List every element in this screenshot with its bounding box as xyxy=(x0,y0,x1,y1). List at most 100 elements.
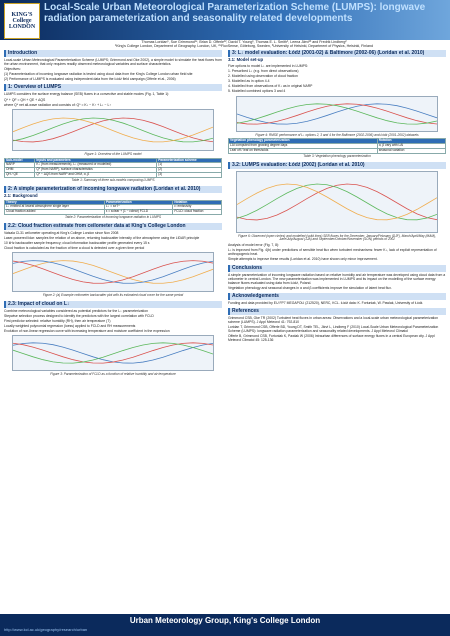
paragraph: LUMPS considers the surface energy balan… xyxy=(4,92,170,97)
figure-line xyxy=(12,342,213,364)
footer-name: Urban Meteorology Group, King's College … xyxy=(129,616,321,625)
figure-line xyxy=(236,102,437,125)
figure-line xyxy=(12,342,213,364)
table-caption: Table 1: Summary of three sub-models com… xyxy=(71,177,155,182)
section-heading: References xyxy=(228,307,446,315)
footer: Urban Meteorology Group, King's College … xyxy=(0,614,450,636)
paragraph: 3. Modelled as in option 4.4 xyxy=(228,79,270,84)
authors: Thomas Loridan¹, Sue Grimmond¹*, Brian D… xyxy=(44,40,444,48)
table-row: Sub-model Inputs and parameters Parameteri… xyxy=(4,157,222,164)
figure-line xyxy=(236,102,437,125)
paragraph: (2) Performance of LUMPS is evaluated us… xyxy=(4,77,176,82)
figure-line xyxy=(236,102,437,125)
section-heading: 3: L↓ model evaluation: Łódź (2001-02) &… xyxy=(228,50,446,57)
subheading: 3.1: Model set-up xyxy=(228,57,264,62)
figure-graphic xyxy=(12,117,213,143)
table-cell: Cloud fraction added xyxy=(4,209,105,215)
table-row: Cloud fraction added ε = εclear + (1 − εc… xyxy=(4,209,222,215)
section-heading: 2.2: Cloud fraction estimate from ceilom… xyxy=(4,222,222,230)
section-heading: 2: A simple parameterization of incoming… xyxy=(4,185,222,193)
paragraph: 1. Prescribed L↓ (e.g. from direct obser… xyxy=(228,69,299,74)
table-cell: seasonal variation xyxy=(376,147,446,154)
figure-caption: Figure 3: Parameterization of FCLD as a … xyxy=(50,372,176,377)
paragraph: Analysis of model error (Fig. 7, 8): xyxy=(228,243,280,248)
figure-line xyxy=(236,183,437,220)
paragraph: L↓ is improved from Fig. 4(b) under pred… xyxy=(228,248,437,257)
logo: KING'S College LONDON xyxy=(4,3,40,39)
figure-line xyxy=(12,117,213,143)
figure xyxy=(11,108,215,151)
figure-line xyxy=(12,260,213,284)
section: Conclusions A simple parameterization of … xyxy=(228,264,446,290)
section-heading: Introduction xyxy=(4,50,222,57)
figure xyxy=(235,95,439,132)
paragraph: Funding and data provided by EU FP7 MEGA… xyxy=(228,300,424,305)
paragraph: Vegetation phenology and seasonal change… xyxy=(228,285,392,290)
paragraph: A simple parameterization of incoming lo… xyxy=(228,272,446,285)
section: 2.3: Impact of cloud on L↓ Combine meteor… xyxy=(4,300,222,377)
paragraph: Evolution of non-linear regression curve… xyxy=(4,329,170,334)
figure-line xyxy=(12,260,213,284)
table-cell: QH / QE xyxy=(4,171,36,178)
table-row: Leaf off / leaf on thresholds seasonal va… xyxy=(228,147,446,154)
section: 3.2: LUMPS evaluation: Łódź (2002) (Lori… xyxy=(228,161,446,262)
paragraph: where Q* net all-wave radiation and cons… xyxy=(4,102,112,107)
figure xyxy=(11,335,215,372)
figure-line xyxy=(12,117,213,143)
figure-line xyxy=(236,183,437,220)
section-heading: Conclusions xyxy=(228,264,446,272)
table-cell: FCLD: cloud fraction xyxy=(172,209,222,215)
author-list: Thomas Loridan¹, Sue Grimmond¹*, Brian D… xyxy=(141,40,347,44)
paragraph: Local-scale Urban Meteorological Paramet… xyxy=(4,58,222,67)
affiliations: ¹King's College London, Department of Ge… xyxy=(115,44,373,49)
table: Theory Parameterization Notation L↓ emitted… xyxy=(4,199,222,215)
left-column: Introduction Local-scale Urban Meteorolog… xyxy=(4,50,222,610)
table-caption: Table 2: Parameterization of incoming lo… xyxy=(64,214,162,219)
footer-url: http://www.kcl.ac.uk/geography/research/… xyxy=(4,627,88,632)
paragraph: First predictor selected: relative humid… xyxy=(4,319,111,324)
section: 2: A simple parameterization of incoming… xyxy=(4,185,222,220)
table-cell: Q* − ΔQS from NARP and OHM, α, β xyxy=(34,171,158,178)
paragraph: Vaisala CL31 ceilometer operating at Kin… xyxy=(4,230,119,235)
paragraph: Cloud fraction is calculated as the frac… xyxy=(4,246,145,250)
figure-caption: Figure 2: (a) Example ceilometer backsca… xyxy=(42,293,184,298)
section: Introduction Local-scale Urban Meteorolog… xyxy=(4,50,222,81)
table-row: QH / QE Q* − ΔQS from NARP and OHM, α, β(… xyxy=(4,171,222,178)
paragraph: Simple attempts to improve these results… xyxy=(228,257,378,262)
section-heading: 1: Overview of LUMPS xyxy=(4,84,222,92)
table-cell: Leaf off / leaf on thresholds xyxy=(228,147,378,154)
paragraph: Laser-powered lidar: samples the relatio… xyxy=(4,235,200,240)
figure xyxy=(11,252,215,293)
table: Sub-model Inputs and parameters Parameteri… xyxy=(4,157,222,178)
table-cell: (3) xyxy=(156,171,222,178)
section-heading: 2.3: Impact of cloud on L↓ xyxy=(4,300,222,308)
figure xyxy=(235,170,439,233)
section-heading: Acknowledgements xyxy=(228,292,446,300)
right-column: 3: L↓ model evaluation: Łódź (2001-02) &… xyxy=(228,50,446,610)
section: References Grimmond CSB, Oke TR (2002) Tu… xyxy=(228,307,446,343)
paragraph: 2. Modelled using observation of cloud f… xyxy=(228,74,298,79)
paragraph: Offerle B, Grimmond CSB, Fortuniak K, Pa… xyxy=(228,334,435,343)
figure-caption: Figure 4: RMSE performance of L↓ options… xyxy=(255,132,419,137)
paragraph: Locally weighted polynomial regression (… xyxy=(4,324,136,329)
table: Vegetation phenology parameterization Rot… xyxy=(228,138,446,154)
figure-graphic xyxy=(12,260,213,284)
paragraph: 4. Modelled from observations of K↓ as i… xyxy=(228,84,313,89)
table-cell: ε = εclear + (1 − εclear) FCLD xyxy=(103,209,174,215)
figure-line xyxy=(236,183,437,220)
paragraph: Loridan T, Grimmond CSB, Offerle BD, You… xyxy=(228,325,439,334)
paragraph: Stepwise selection process designed to i… xyxy=(4,313,154,318)
subheading: 2.1: Background xyxy=(4,192,38,198)
paragraph: Combine meteorological variables conside… xyxy=(4,308,148,313)
poster-title: Local-Scale Urban Meteorological Paramet… xyxy=(44,2,426,24)
figure-line xyxy=(12,117,213,143)
figure-graphic xyxy=(236,183,437,220)
figure-caption: Figure 1: Overview of the LUMPS model xyxy=(84,151,142,156)
paragraph: Grimmond CSB, Oke TR (2002) Turbulent he… xyxy=(228,315,439,325)
paragraph: (1) Parameterization of incoming longwav… xyxy=(4,72,193,77)
header: KING'S College LONDON Local-Scale Urban … xyxy=(0,0,450,40)
figure-graphic xyxy=(236,102,437,125)
figure-caption: Figure 6: Observed (open circles) and mo… xyxy=(238,233,436,242)
paragraph: 10 kHz backscatter sample frequency; clo… xyxy=(4,240,150,245)
